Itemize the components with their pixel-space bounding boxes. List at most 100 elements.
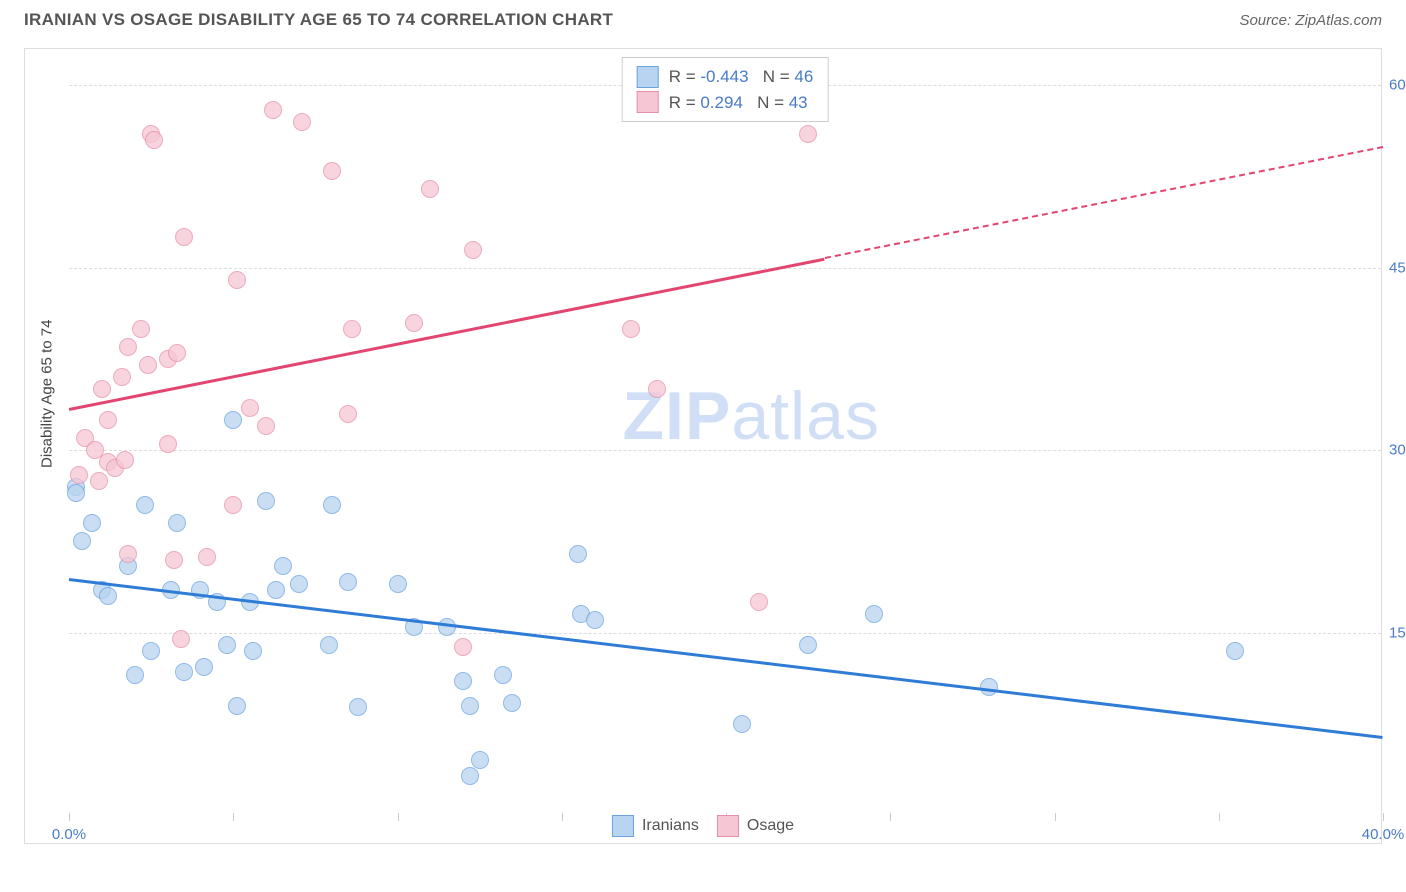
- scatter-point: [119, 338, 137, 356]
- x-tick: [890, 813, 891, 821]
- scatter-point: [175, 663, 193, 681]
- scatter-point: [168, 344, 186, 362]
- chart-title: IRANIAN VS OSAGE DISABILITY AGE 65 TO 74…: [24, 10, 613, 30]
- scatter-point: [274, 557, 292, 575]
- scatter-point: [569, 545, 587, 563]
- y-tick-label: 30.0%: [1389, 442, 1406, 459]
- scatter-point: [126, 666, 144, 684]
- scatter-point: [257, 492, 275, 510]
- scatter-point: [136, 496, 154, 514]
- legend-label: Osage: [747, 817, 794, 835]
- y-tick-label: 60.0%: [1389, 77, 1406, 94]
- scatter-point: [145, 131, 163, 149]
- scatter-point: [421, 180, 439, 198]
- scatter-point: [733, 715, 751, 733]
- gridline-h: [69, 268, 1381, 269]
- scatter-point: [224, 411, 242, 429]
- x-tick: [69, 813, 70, 821]
- legend-stats-text: R = 0.294 N = 43: [669, 90, 808, 116]
- legend-swatch: [612, 815, 634, 837]
- scatter-point: [142, 642, 160, 660]
- scatter-point: [323, 496, 341, 514]
- scatter-point: [228, 271, 246, 289]
- scatter-point: [195, 658, 213, 676]
- chart-source: Source: ZipAtlas.com: [1239, 12, 1382, 29]
- scatter-point: [218, 636, 236, 654]
- legend-swatch: [637, 66, 659, 88]
- x-tick: [1219, 813, 1220, 821]
- y-axis-label: Disability Age 65 to 74: [39, 424, 56, 468]
- watermark-bold: ZIP: [623, 378, 732, 454]
- scatter-point: [139, 356, 157, 374]
- x-tick-label: 0.0%: [52, 826, 86, 843]
- legend-stats: R = -0.443 N = 46R = 0.294 N = 43: [622, 57, 829, 122]
- scatter-point: [586, 611, 604, 629]
- x-tick: [1383, 813, 1384, 821]
- scatter-point: [389, 575, 407, 593]
- scatter-point: [132, 320, 150, 338]
- scatter-point: [343, 320, 361, 338]
- scatter-point: [290, 575, 308, 593]
- scatter-point: [93, 380, 111, 398]
- scatter-point: [320, 636, 338, 654]
- scatter-point: [165, 551, 183, 569]
- scatter-point: [1226, 642, 1244, 660]
- scatter-point: [464, 241, 482, 259]
- scatter-point: [405, 314, 423, 332]
- legend-stats-text: R = -0.443 N = 46: [669, 64, 814, 90]
- legend-item: Osage: [717, 815, 794, 837]
- scatter-point: [159, 435, 177, 453]
- scatter-point: [83, 514, 101, 532]
- watermark-rest: atlas: [731, 378, 880, 454]
- x-tick: [1055, 813, 1056, 821]
- scatter-point: [349, 698, 367, 716]
- scatter-point: [198, 548, 216, 566]
- x-tick: [398, 813, 399, 821]
- y-tick-label: 15.0%: [1389, 624, 1406, 641]
- scatter-point: [119, 545, 137, 563]
- scatter-point: [257, 417, 275, 435]
- x-tick: [562, 813, 563, 821]
- scatter-point: [454, 672, 472, 690]
- legend-stats-row: R = 0.294 N = 43: [637, 90, 814, 116]
- scatter-point: [264, 101, 282, 119]
- scatter-point: [228, 697, 246, 715]
- scatter-point: [323, 162, 341, 180]
- scatter-point: [244, 642, 262, 660]
- y-tick-label: 45.0%: [1389, 259, 1406, 276]
- x-tick: [233, 813, 234, 821]
- trend-line-dashed: [824, 146, 1383, 259]
- scatter-point: [750, 593, 768, 611]
- plot-area: ZIPatlas 15.0%30.0%45.0%60.0%0.0%40.0%R …: [69, 49, 1381, 813]
- scatter-point: [622, 320, 640, 338]
- legend-item: Iranians: [612, 815, 699, 837]
- scatter-point: [648, 380, 666, 398]
- scatter-point: [494, 666, 512, 684]
- gridline-h: [69, 450, 1381, 451]
- gridline-h: [69, 633, 1381, 634]
- scatter-point: [339, 405, 357, 423]
- scatter-point: [454, 638, 472, 656]
- scatter-point: [168, 514, 186, 532]
- legend-label: Iranians: [642, 817, 699, 835]
- scatter-point: [799, 125, 817, 143]
- scatter-point: [267, 581, 285, 599]
- scatter-point: [224, 496, 242, 514]
- x-tick-label: 40.0%: [1362, 826, 1405, 843]
- scatter-point: [175, 228, 193, 246]
- chart-container: Disability Age 65 to 74 ZIPatlas 15.0%30…: [24, 48, 1382, 844]
- scatter-point: [241, 399, 259, 417]
- scatter-point: [293, 113, 311, 131]
- scatter-point: [116, 451, 134, 469]
- scatter-point: [461, 697, 479, 715]
- scatter-point: [67, 484, 85, 502]
- scatter-point: [503, 694, 521, 712]
- legend-swatch: [637, 91, 659, 113]
- scatter-point: [865, 605, 883, 623]
- scatter-point: [99, 411, 117, 429]
- scatter-point: [799, 636, 817, 654]
- scatter-point: [90, 472, 108, 490]
- scatter-point: [461, 767, 479, 785]
- trend-line: [69, 578, 1383, 739]
- chart-header: IRANIAN VS OSAGE DISABILITY AGE 65 TO 74…: [0, 0, 1406, 38]
